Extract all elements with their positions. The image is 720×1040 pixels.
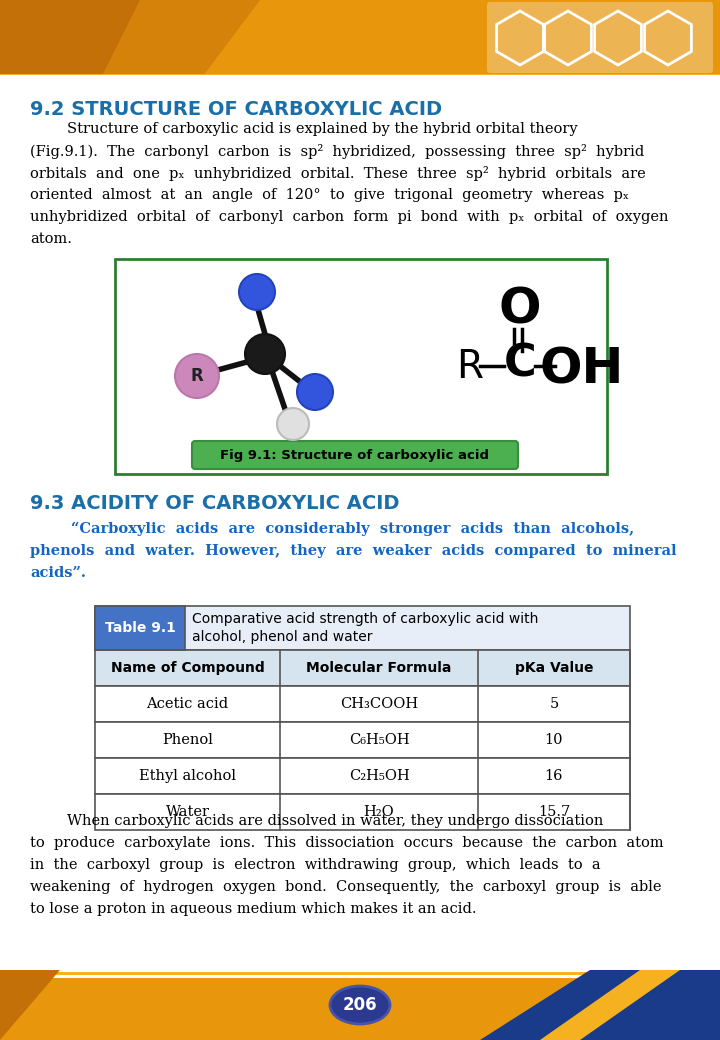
FancyBboxPatch shape [10, 78, 710, 978]
Text: atom.: atom. [30, 232, 72, 246]
Text: Water: Water [166, 805, 210, 820]
Text: Fig 9.1: Structure of carboxylic acid: Fig 9.1: Structure of carboxylic acid [220, 448, 490, 462]
Text: Structure of carboxylic acid is explained by the hybrid orbital theory: Structure of carboxylic acid is explaine… [30, 122, 577, 136]
Text: Phenol: Phenol [162, 733, 213, 747]
Polygon shape [540, 970, 720, 1040]
Text: oriented  almost  at  an  angle  of  120°  to  give  trigonal  geometry  whereas: oriented almost at an angle of 120° to g… [30, 188, 629, 202]
FancyBboxPatch shape [95, 606, 630, 650]
Text: weakening  of  hydrogen  oxygen  bond.  Consequently,  the  carboxyl  group  is : weakening of hydrogen oxygen bond. Conse… [30, 880, 662, 894]
FancyBboxPatch shape [95, 650, 630, 686]
Polygon shape [480, 970, 720, 1040]
Text: C: C [503, 342, 536, 386]
Text: R: R [191, 367, 203, 385]
Text: 5: 5 [549, 697, 559, 711]
Text: (Fig.9.1).  The  carbonyl  carbon  is  sp²  hybridized,  possessing  three  sp² : (Fig.9.1). The carbonyl carbon is sp² hy… [30, 144, 644, 159]
Text: “Carboxylic  acids  are  considerably  stronger  acids  than  alcohols,: “Carboxylic acids are considerably stron… [30, 522, 634, 537]
Circle shape [239, 274, 275, 310]
Text: unhybridized  orbital  of  carbonyl  carbon  form  pi  bond  with  pₓ  orbital  : unhybridized orbital of carbonyl carbon … [30, 210, 668, 224]
Text: 206: 206 [343, 996, 377, 1014]
Text: 10: 10 [545, 733, 563, 747]
Text: When carboxylic acids are dissolved in water, they undergo dissociation: When carboxylic acids are dissolved in w… [30, 814, 603, 828]
Polygon shape [0, 970, 60, 1040]
Text: O: O [499, 285, 541, 333]
Text: to lose a proton in aqueous medium which makes it an acid.: to lose a proton in aqueous medium which… [30, 902, 477, 916]
Polygon shape [0, 75, 720, 80]
Text: in  the  carboxyl  group  is  electron  withdrawing  group,  which  leads  to  a: in the carboxyl group is electron withdr… [30, 858, 600, 872]
Text: phenols  and  water.  However,  they  are  weaker  acids  compared  to  mineral: phenols and water. However, they are wea… [30, 544, 677, 558]
Text: Ethyl alcohol: Ethyl alcohol [139, 769, 236, 783]
Text: alcohol, phenol and water: alcohol, phenol and water [192, 630, 372, 644]
Text: Name of Compound: Name of Compound [111, 661, 264, 675]
Text: OH: OH [540, 345, 624, 393]
Text: pKa Value: pKa Value [515, 661, 593, 675]
FancyBboxPatch shape [95, 722, 630, 758]
Text: 9.2 STRUCTURE OF CARBOXYLIC ACID: 9.2 STRUCTURE OF CARBOXYLIC ACID [30, 100, 442, 119]
Text: 15.7: 15.7 [538, 805, 570, 820]
Text: 16: 16 [545, 769, 563, 783]
FancyBboxPatch shape [487, 2, 713, 73]
Ellipse shape [330, 986, 390, 1024]
Circle shape [245, 334, 285, 374]
FancyBboxPatch shape [95, 794, 630, 830]
Circle shape [297, 374, 333, 410]
FancyBboxPatch shape [115, 259, 607, 474]
Polygon shape [0, 0, 260, 80]
Text: Table 9.1: Table 9.1 [104, 621, 176, 635]
Polygon shape [580, 970, 720, 1040]
Text: Comparative acid strength of carboxylic acid with: Comparative acid strength of carboxylic … [192, 612, 539, 626]
Text: Molecular Formula: Molecular Formula [306, 661, 451, 675]
Polygon shape [0, 972, 720, 976]
Text: Acetic acid: Acetic acid [146, 697, 228, 711]
FancyBboxPatch shape [192, 441, 518, 469]
Text: H₂O: H₂O [364, 805, 395, 820]
Polygon shape [0, 74, 720, 78]
FancyBboxPatch shape [95, 606, 185, 650]
FancyBboxPatch shape [95, 758, 630, 794]
Polygon shape [0, 0, 720, 80]
Text: C₆H₅OH: C₆H₅OH [348, 733, 409, 747]
Text: acids”.: acids”. [30, 566, 86, 580]
Text: orbitals  and  one  pₓ  unhybridized  orbital.  These  three  sp²  hybrid  orbit: orbitals and one pₓ unhybridized orbital… [30, 166, 646, 181]
Text: 9.3 ACIDITY OF CARBOXYLIC ACID: 9.3 ACIDITY OF CARBOXYLIC ACID [30, 494, 400, 513]
Text: C₂H₅OH: C₂H₅OH [348, 769, 410, 783]
Circle shape [175, 354, 219, 398]
Polygon shape [0, 970, 720, 1040]
Polygon shape [0, 0, 140, 80]
Text: to  produce  carboxylate  ions.  This  dissociation  occurs  because  the  carbo: to produce carboxylate ions. This dissoc… [30, 836, 664, 850]
Circle shape [277, 408, 309, 440]
Text: CH₃COOH: CH₃COOH [340, 697, 418, 711]
Text: R: R [456, 348, 484, 386]
FancyBboxPatch shape [95, 686, 630, 722]
